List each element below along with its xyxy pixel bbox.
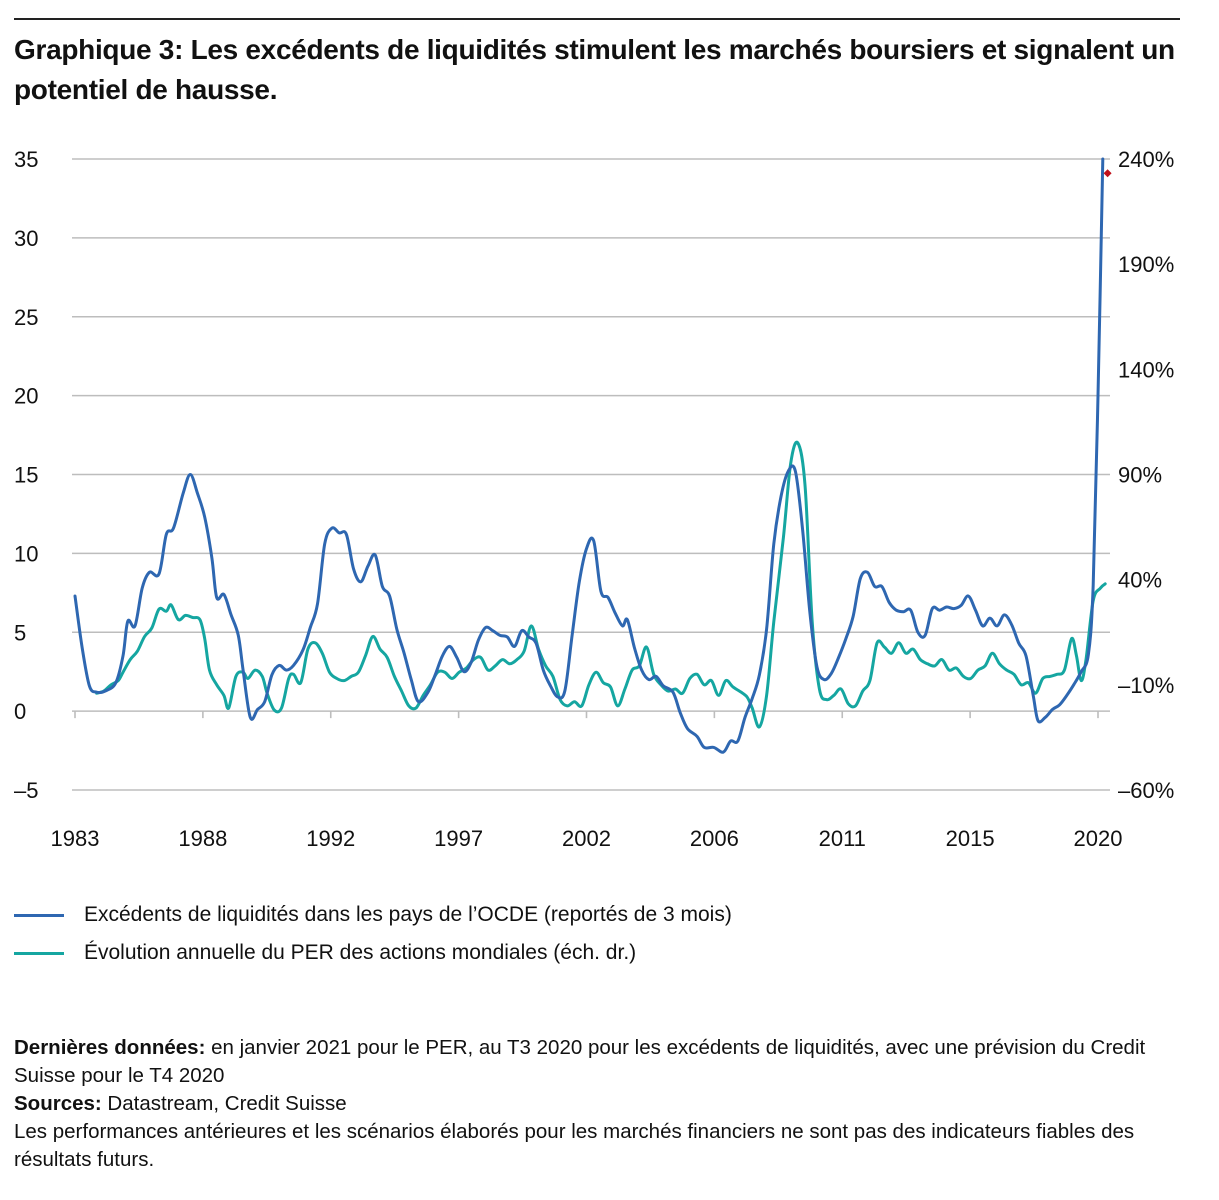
y-right-tick-label: 90%	[1118, 463, 1162, 488]
y-left-tick-label: 15	[14, 463, 38, 488]
x-tick-label: 2020	[1074, 826, 1123, 851]
y-left-tick-label: 0	[14, 699, 26, 724]
y-left-tick-label: 35	[14, 147, 38, 172]
y-left-tick-label: 20	[14, 384, 38, 409]
legend-swatch-per	[14, 951, 64, 955]
y-right-tick-label: 190%	[1118, 252, 1174, 277]
x-tick-label: 2002	[562, 826, 611, 851]
chart-title: Graphique 3: Les excédents de liquidités…	[14, 34, 1175, 105]
gridlines	[72, 158, 1110, 791]
series-line-liquidity	[73, 157, 1105, 754]
y-left-tick-label: 5	[14, 620, 26, 645]
x-tick-label: 2011	[819, 826, 866, 851]
disclaimer: Les performances antérieures et les scén…	[14, 1120, 1135, 1171]
legend: Excédents de liquidités dans les pays de…	[14, 896, 732, 972]
x-tick-label: 1997	[434, 826, 483, 851]
legend-label-liquidity: Excédents de liquidités dans les pays de…	[84, 903, 732, 926]
y-right-tick-label: –10%	[1118, 673, 1174, 698]
legend-swatch-liquidity	[14, 913, 64, 917]
y-left-tick-label: 10	[14, 541, 38, 566]
x-tick-label: 2006	[690, 826, 739, 851]
y-axis-right-labels: 240% 190% 140% 90% 40% –10% –60%	[1118, 147, 1174, 803]
latest-data-note: Dernières données: en janvier 2021 pour …	[14, 1034, 1194, 1090]
sources-text: Datastream, Credit Suisse	[101, 1092, 347, 1115]
x-tick-label: 1992	[306, 826, 355, 851]
top-rule	[14, 18, 1180, 20]
x-tick-label: 1983	[51, 826, 100, 851]
sources-note: Sources: Datastream, Credit Suisse	[14, 1090, 1194, 1118]
y-left-tick-label: 30	[14, 226, 38, 251]
annotations	[1103, 169, 1112, 178]
x-axis-labels: 1983 1988 1992 1997 2002 2006 2011 2015 2020	[51, 826, 1123, 851]
forecast-marker	[1103, 169, 1112, 178]
y-right-tick-label: 140%	[1118, 357, 1174, 382]
y-right-tick-label: 40%	[1118, 568, 1162, 593]
y-left-tick-label: 25	[14, 305, 38, 330]
legend-item-per: Évolution annuelle du PER des actions mo…	[14, 934, 732, 972]
y-right-tick-label: –60%	[1118, 778, 1174, 803]
x-tick-label: 1988	[178, 826, 227, 851]
x-axis-ticks	[74, 711, 1099, 719]
latest-data-text: en janvier 2021 pour le PER, au T3 2020 …	[14, 1036, 1146, 1087]
y-left-tick-label: –5	[14, 778, 38, 803]
series-line-per	[95, 440, 1107, 729]
footnotes: Dernières données: en janvier 2021 pour …	[14, 1034, 1194, 1174]
latest-data-label: Dernières données:	[14, 1036, 206, 1059]
y-right-tick-label: 240%	[1118, 147, 1174, 172]
y-axis-left-labels: 35 30 25 20 15 10 5 0 –5	[14, 147, 38, 803]
legend-label-per: Évolution annuelle du PER des actions mo…	[84, 941, 637, 964]
sources-label: Sources:	[14, 1092, 102, 1115]
x-tick-label: 2015	[946, 826, 995, 851]
legend-item-liquidity: Excédents de liquidités dans les pays de…	[14, 896, 732, 934]
series-lines	[73, 157, 1107, 754]
